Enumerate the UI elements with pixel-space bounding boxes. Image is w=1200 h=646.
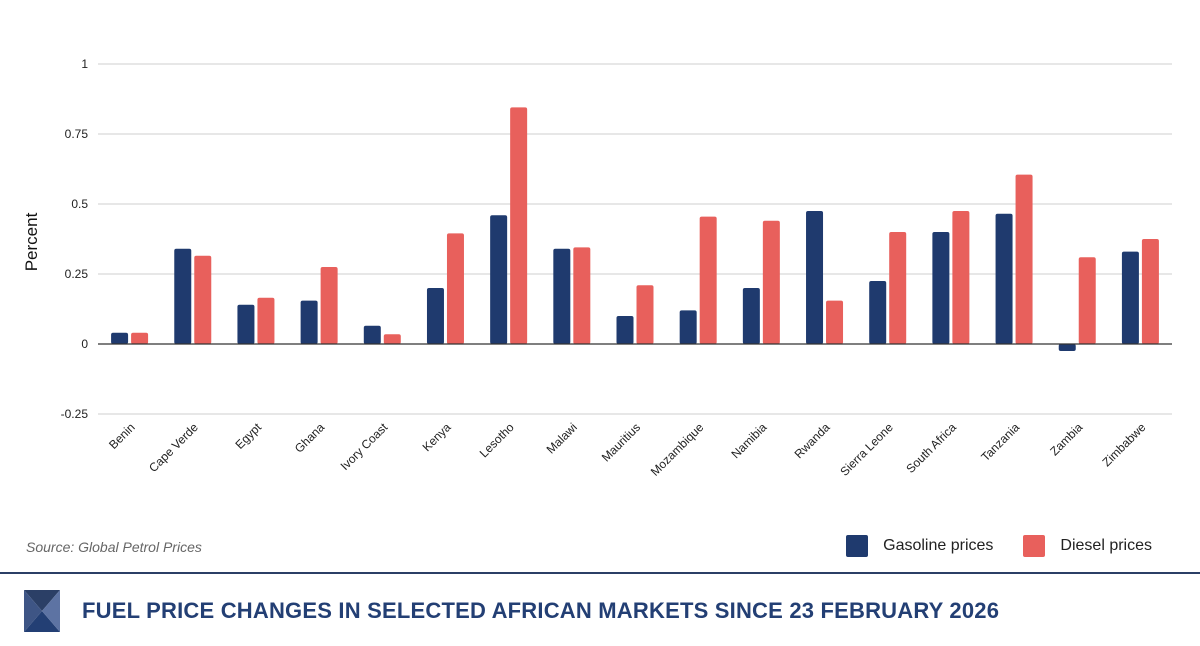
legend-label-diesel: Diesel prices bbox=[1060, 537, 1152, 554]
x-tick-label: Ivory Coast bbox=[338, 420, 391, 473]
bar-gasoline-south-africa bbox=[932, 232, 950, 344]
bar-gasoline-rwanda bbox=[806, 211, 824, 344]
legend-item-gasoline: Gasoline prices bbox=[846, 535, 993, 557]
bar-diesel-rwanda bbox=[826, 300, 844, 344]
x-tick-label: Ghana bbox=[292, 420, 328, 456]
y-axis-ticks: 1 0.75 0.5 0.25 0 -0.25 bbox=[61, 57, 89, 421]
y-tick-label: 1 bbox=[81, 57, 88, 71]
bar-gasoline-zambia bbox=[1058, 344, 1076, 351]
bar-diesel-zimbabwe bbox=[1141, 239, 1159, 344]
legend-label-gasoline: Gasoline prices bbox=[883, 537, 994, 554]
source-note: Source: Global Petrol Prices bbox=[26, 539, 202, 555]
x-tick-label: Kenya bbox=[420, 420, 454, 454]
y-tick-label: 0.75 bbox=[65, 127, 89, 141]
bar-chart: 1 0.75 0.5 0.25 0 -0.25 Benin Cape Verde Egypt G… bbox=[22, 57, 1172, 479]
legend-swatch-diesel bbox=[1023, 535, 1046, 557]
bar-gasoline-kenya bbox=[426, 288, 444, 344]
bars bbox=[111, 107, 1159, 351]
y-tick-label: 0.5 bbox=[71, 197, 88, 211]
bar-diesel-mauritius bbox=[636, 285, 654, 344]
bar-diesel-namibia bbox=[762, 220, 780, 344]
footer: FUEL PRICE CHANGES IN SELECTED AFRICAN M… bbox=[0, 574, 1200, 646]
bar-gasoline-sierra-leone bbox=[869, 281, 887, 344]
bar-diesel-tanzania bbox=[1015, 174, 1033, 344]
x-tick-label: South Africa bbox=[903, 420, 959, 476]
bar-diesel-kenya bbox=[446, 233, 464, 344]
bar-gasoline-malawi bbox=[553, 248, 571, 344]
bar-diesel-ivory-coast bbox=[383, 334, 401, 344]
bar-diesel-mozambique bbox=[699, 216, 717, 344]
x-tick-label: Mauritius bbox=[599, 420, 643, 464]
legend-item-diesel: Diesel prices bbox=[1023, 535, 1152, 557]
bar-diesel-ghana bbox=[320, 267, 338, 344]
x-tick-label: Zambia bbox=[1047, 420, 1085, 458]
bar-diesel-malawi bbox=[573, 247, 591, 344]
y-tick-label: 0 bbox=[81, 337, 88, 351]
footer-divider bbox=[0, 572, 1200, 574]
bar-diesel-benin bbox=[131, 332, 149, 344]
bar-diesel-zambia bbox=[1078, 257, 1096, 344]
x-axis-labels: Benin Cape Verde Egypt Ghana Ivory Coast Keny… bbox=[106, 420, 1149, 479]
bar-diesel-egypt bbox=[257, 297, 275, 344]
y-axis-label: Percent bbox=[22, 212, 41, 271]
footer-title: FUEL PRICE CHANGES IN SELECTED AFRICAN M… bbox=[82, 598, 1000, 623]
bar-gasoline-egypt bbox=[237, 304, 255, 344]
bar-gasoline-ghana bbox=[300, 300, 318, 344]
bar-gasoline-ivory-coast bbox=[363, 325, 381, 344]
x-tick-label: Malawi bbox=[544, 420, 580, 456]
x-tick-label: Rwanda bbox=[792, 420, 833, 461]
bar-gasoline-namibia bbox=[742, 288, 760, 344]
bar-gasoline-lesotho bbox=[490, 215, 508, 344]
bar-gasoline-benin bbox=[111, 332, 129, 344]
x-tick-label: Zimbabwe bbox=[1099, 420, 1148, 469]
x-tick-label: Mozambique bbox=[648, 420, 707, 479]
bar-gasoline-mauritius bbox=[616, 316, 634, 344]
x-tick-label: Cape Verde bbox=[146, 420, 201, 475]
bar-diesel-cape-verde bbox=[194, 255, 212, 344]
bar-diesel-lesotho bbox=[510, 107, 528, 345]
x-tick-label: Namibia bbox=[728, 420, 769, 461]
bar-gasoline-zimbabwe bbox=[1121, 251, 1139, 344]
bar-gasoline-cape-verde bbox=[174, 248, 192, 344]
y-tick-label: 0.25 bbox=[65, 267, 89, 281]
bar-diesel-sierra-leone bbox=[889, 232, 907, 344]
triangle-logo-icon bbox=[24, 590, 60, 632]
x-tick-label: Tanzania bbox=[978, 420, 1022, 464]
bar-gasoline-mozambique bbox=[679, 310, 697, 344]
y-tick-label: -0.25 bbox=[61, 407, 89, 421]
x-tick-label: Sierra Leone bbox=[837, 420, 896, 479]
gridlines bbox=[98, 63, 1172, 415]
legend-swatch-gasoline bbox=[846, 535, 869, 557]
x-tick-label: Egypt bbox=[232, 420, 264, 452]
x-tick-label: Benin bbox=[106, 420, 138, 452]
bar-diesel-south-africa bbox=[952, 211, 970, 344]
x-tick-label: Lesotho bbox=[477, 420, 517, 460]
bar-gasoline-tanzania bbox=[995, 213, 1013, 344]
legend: Gasoline prices Diesel prices bbox=[816, 535, 1152, 557]
